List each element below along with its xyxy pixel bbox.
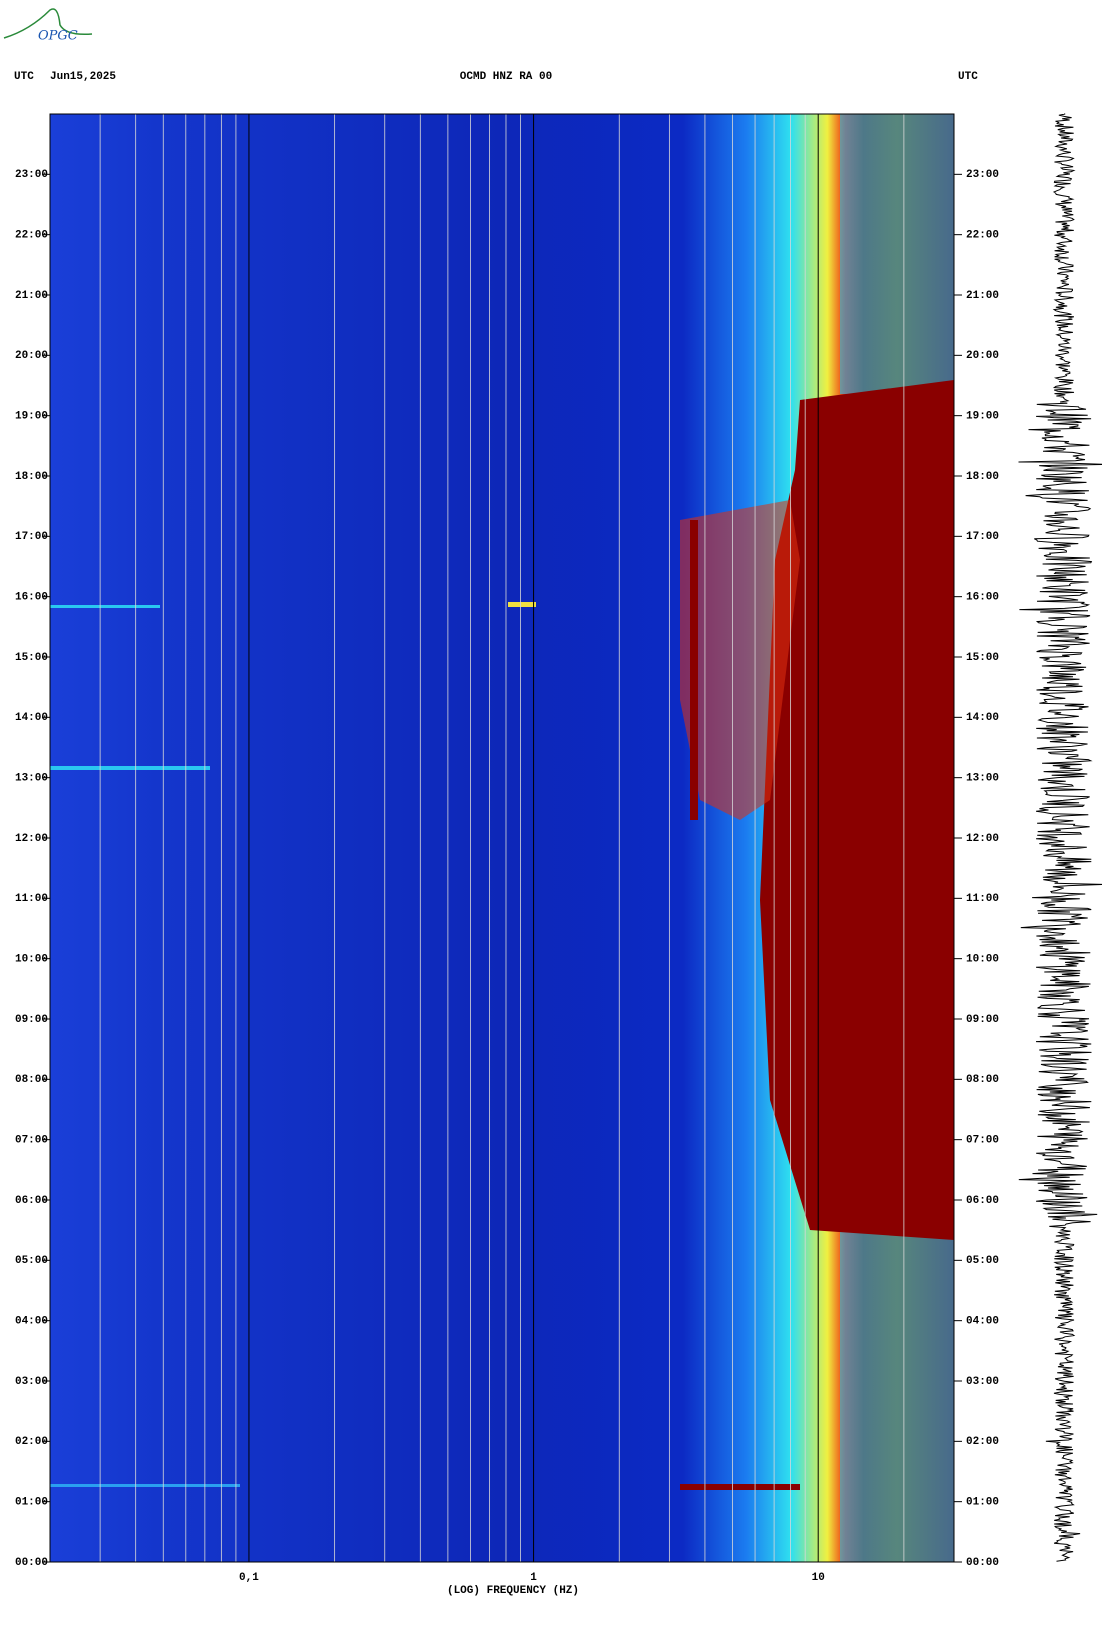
y-tick-label: 17:00 bbox=[15, 531, 48, 543]
logo: OPGC bbox=[4, 9, 92, 44]
y-tick-label: 05:00 bbox=[966, 1255, 999, 1267]
y-tick-label: 00:00 bbox=[966, 1557, 999, 1569]
y-tick-label: 23:00 bbox=[15, 169, 48, 181]
y-tick-label: 07:00 bbox=[15, 1135, 48, 1147]
y-tick-label: 03:00 bbox=[966, 1376, 999, 1388]
y-tick-label: 20:00 bbox=[15, 350, 48, 362]
y-tick-label: 15:00 bbox=[15, 652, 48, 664]
y-tick-label: 21:00 bbox=[966, 290, 999, 302]
y-tick-label: 22:00 bbox=[966, 230, 999, 242]
y-tick-label: 13:00 bbox=[15, 773, 48, 785]
y-tick-label: 02:00 bbox=[15, 1436, 48, 1448]
y-tick-label: 16:00 bbox=[15, 592, 48, 604]
y-tick-label: 13:00 bbox=[966, 773, 999, 785]
y-tick-label: 09:00 bbox=[966, 1014, 999, 1026]
time-zone-label: UTC bbox=[14, 71, 34, 83]
y-tick-label: 07:00 bbox=[966, 1135, 999, 1147]
y-tick-label: 19:00 bbox=[15, 411, 48, 423]
y-tick-label: 08:00 bbox=[966, 1074, 999, 1086]
y-tick-label: 16:00 bbox=[966, 592, 999, 604]
y-tick-label: 18:00 bbox=[15, 471, 48, 483]
y-tick-label: 09:00 bbox=[15, 1014, 48, 1026]
logo-text: OPGC bbox=[38, 29, 78, 44]
y-tick-label: 19:00 bbox=[966, 411, 999, 423]
y-tick-label: 01:00 bbox=[15, 1497, 48, 1509]
y-tick-label: 10:00 bbox=[966, 954, 999, 966]
y-tick-label: 01:00 bbox=[966, 1497, 999, 1509]
y-tick-label: 00:00 bbox=[15, 1557, 48, 1569]
y-tick-label: 17:00 bbox=[966, 531, 999, 543]
y-tick-label: 12:00 bbox=[15, 833, 48, 845]
y-tick-label: 04:00 bbox=[15, 1316, 48, 1328]
y-tick-label: 08:00 bbox=[15, 1074, 48, 1086]
x-tick-label: 1 bbox=[530, 1572, 537, 1584]
x-tick-label: 10 bbox=[812, 1572, 825, 1584]
seismogram-trace bbox=[1019, 114, 1102, 1561]
y-tick-label: 22:00 bbox=[15, 230, 48, 242]
y-tick-label: 20:00 bbox=[966, 350, 999, 362]
chart-title: OCMD HNZ RA 00 bbox=[460, 71, 552, 83]
y-tick-label: 10:00 bbox=[15, 954, 48, 966]
date-label: Jun15,2025 bbox=[50, 71, 116, 83]
y-tick-label: 03:00 bbox=[15, 1376, 48, 1388]
x-tick-label: 0,1 bbox=[239, 1572, 259, 1584]
y-tick-label: 21:00 bbox=[15, 290, 48, 302]
y-tick-label: 11:00 bbox=[966, 893, 999, 905]
y-tick-label: 15:00 bbox=[966, 652, 999, 664]
y-tick-label: 04:00 bbox=[966, 1316, 999, 1328]
y-tick-label: 14:00 bbox=[15, 712, 48, 724]
y-tick-label: 12:00 bbox=[966, 833, 999, 845]
y-tick-label: 06:00 bbox=[966, 1195, 999, 1207]
x-axis-label: (LOG) FREQUENCY (HZ) bbox=[447, 1585, 579, 1597]
y-tick-label: 14:00 bbox=[966, 712, 999, 724]
y-tick-label: 06:00 bbox=[15, 1195, 48, 1207]
y-tick-label: 11:00 bbox=[15, 893, 48, 905]
y-tick-label: 23:00 bbox=[966, 169, 999, 181]
time-zone-label: UTC bbox=[958, 71, 978, 83]
y-tick-label: 02:00 bbox=[966, 1436, 999, 1448]
y-tick-label: 05:00 bbox=[15, 1255, 48, 1267]
y-tick-label: 18:00 bbox=[966, 471, 999, 483]
